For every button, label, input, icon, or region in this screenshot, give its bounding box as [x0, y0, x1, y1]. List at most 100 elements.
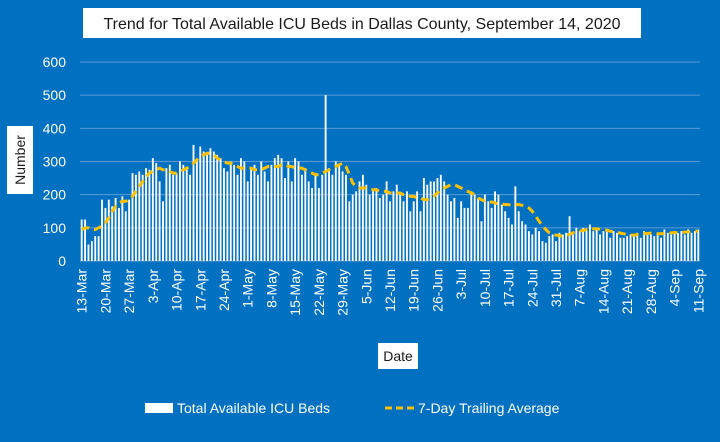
bar [626, 236, 629, 262]
bar [195, 161, 198, 261]
bar [246, 181, 249, 261]
x-tick-label: 19-Jun [406, 269, 422, 312]
x-tick-label: 5-Jun [358, 269, 374, 304]
bar [97, 236, 100, 262]
bar [524, 224, 527, 261]
chart-title: Trend for Total Available ICU Beds in Da… [103, 16, 620, 33]
x-tick-label: 11-Sep [690, 269, 706, 313]
bar [233, 164, 236, 261]
bar [148, 169, 151, 261]
bar [263, 171, 266, 261]
bar [104, 207, 107, 261]
bar [378, 197, 381, 261]
legend-swatch-bars [145, 403, 173, 413]
bar [531, 234, 534, 261]
bar [419, 211, 422, 261]
x-tick-label: 22-May [311, 269, 327, 316]
bar [477, 197, 480, 261]
x-tick-label: 17-Jul [501, 269, 517, 307]
bar [355, 191, 358, 261]
bar [141, 174, 144, 261]
bar [392, 191, 395, 261]
x-tick-label: 3-Apr [145, 269, 161, 304]
bar [182, 164, 185, 261]
bar [145, 168, 147, 261]
x-tick-label: 21-Aug [619, 269, 635, 314]
bar [507, 217, 510, 261]
bar [361, 174, 364, 261]
bar [382, 194, 385, 261]
x-tick-label: 8-May [263, 269, 279, 308]
bar [253, 164, 256, 261]
bar [243, 161, 246, 261]
bar [663, 229, 666, 261]
bar [328, 168, 330, 261]
bar [551, 234, 554, 261]
y-axis-label: Number [12, 135, 28, 185]
bar [456, 217, 459, 261]
x-tick-label: 24-Jul [524, 269, 540, 307]
bar [693, 231, 696, 261]
bar [514, 186, 517, 262]
bar [450, 201, 452, 261]
bar [290, 181, 293, 261]
y-tick-label: 400 [43, 120, 67, 136]
bar [284, 178, 286, 261]
bar [121, 196, 124, 261]
bar [240, 158, 242, 261]
bar [368, 194, 371, 261]
x-tick-label: 15-May [287, 269, 303, 316]
bar [568, 216, 571, 261]
bar [331, 174, 334, 261]
bar [229, 161, 232, 261]
bar [443, 181, 446, 261]
bar [260, 161, 263, 261]
bar [267, 181, 269, 261]
bar [395, 184, 398, 261]
bar [683, 234, 686, 261]
y-tick-label: 200 [43, 187, 67, 203]
bar [622, 237, 625, 261]
x-tick-label: 31-Jul [548, 269, 564, 307]
bar [216, 154, 219, 261]
bar [412, 201, 415, 261]
bar [548, 236, 551, 262]
bar [500, 204, 503, 261]
bar [175, 173, 178, 261]
bar [311, 188, 313, 261]
bar [439, 174, 442, 261]
x-tick-label: 27-Mar [121, 269, 137, 314]
bar [480, 221, 483, 261]
bar [565, 232, 568, 261]
x-tick-label: 24-Apr [216, 269, 232, 311]
bar [256, 174, 259, 261]
x-tick-label: 3-Jul [453, 269, 469, 299]
y-tick-label: 300 [43, 154, 67, 170]
bar [670, 234, 673, 261]
x-tick-label: 29-May [335, 269, 351, 316]
bar [538, 231, 540, 261]
bar [341, 171, 344, 261]
bar [345, 174, 347, 261]
y-tick-label: 0 [58, 253, 66, 269]
bar [585, 229, 588, 261]
bar [599, 234, 601, 261]
bar [406, 191, 408, 261]
y-tick-label: 600 [43, 54, 67, 70]
bar [595, 227, 598, 261]
bar [199, 146, 202, 261]
bar [517, 211, 520, 261]
bar [304, 168, 307, 261]
bar [172, 174, 175, 261]
bar [189, 174, 192, 261]
bar [375, 188, 378, 261]
bar [639, 237, 642, 261]
bar [697, 229, 700, 261]
bar [111, 206, 114, 261]
bar [134, 174, 137, 261]
bar [206, 154, 208, 261]
bar [578, 231, 581, 261]
x-tick-label: 26-Jun [429, 269, 445, 312]
bar [680, 231, 683, 261]
